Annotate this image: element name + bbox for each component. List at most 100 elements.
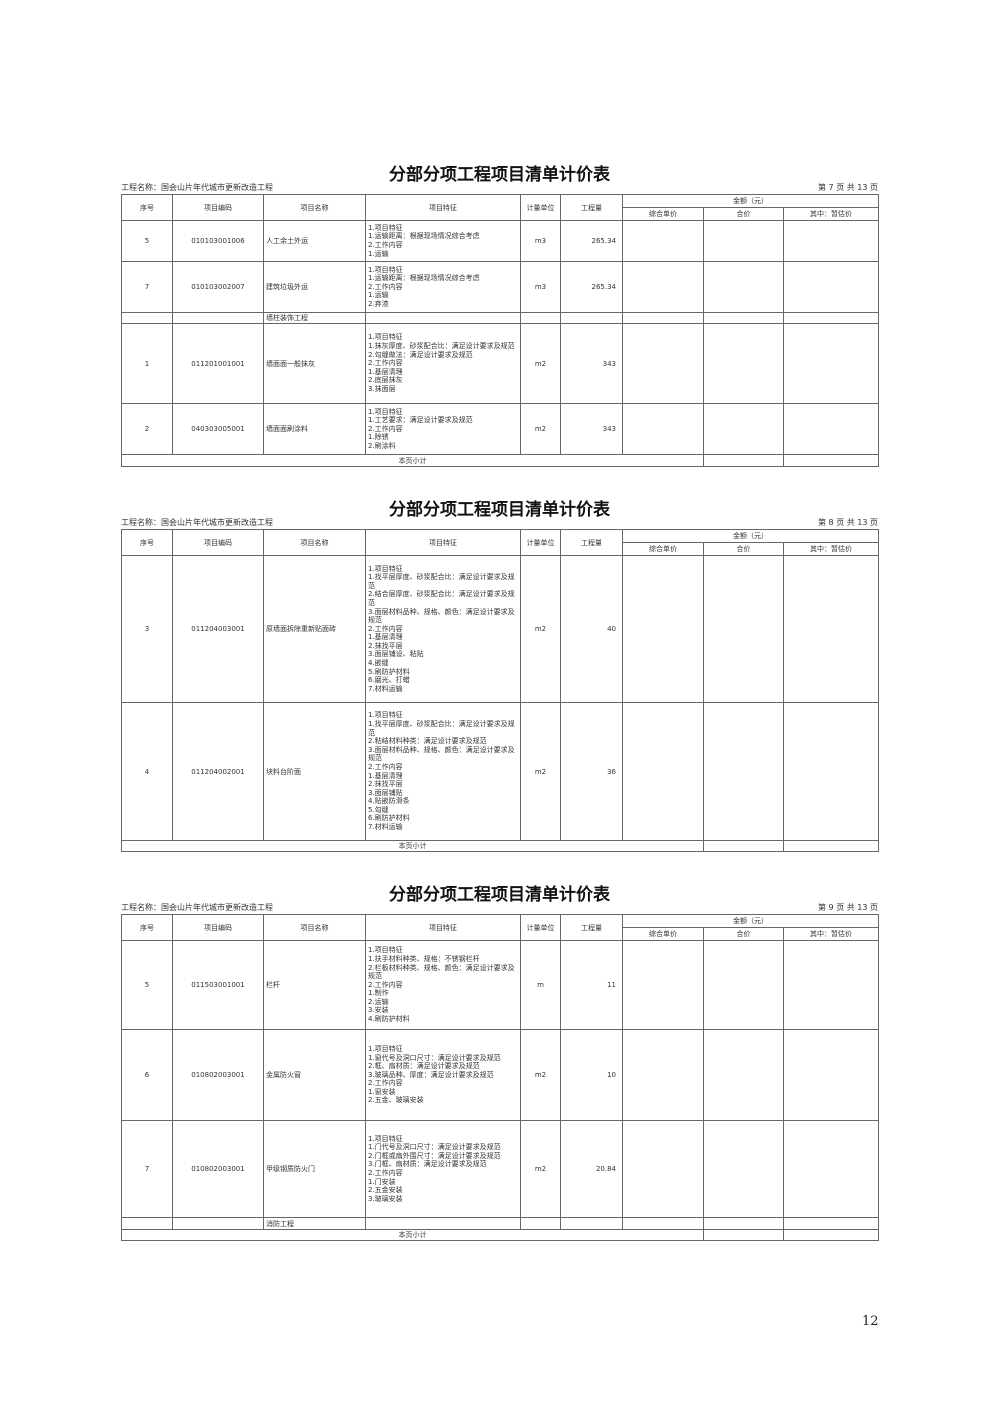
row-code: 011204003001: [172, 555, 264, 703]
table-row: 6 010802003001 金属防火窗 1.项目特征 1.窗代号及洞口尺寸：满足设计…: [121, 1029, 880, 1121]
header-provisional: 其中：暂估价: [782, 207, 880, 221]
row-unit-price: [622, 403, 704, 455]
row-provisional: [782, 323, 880, 404]
row-provisional: [782, 702, 880, 841]
table-row: 7 010802003001 甲级钢质防火门 1.项目特征 1.门代号及洞口尺寸：满足…: [121, 1120, 880, 1218]
row-provisional: [782, 220, 880, 262]
row-qty: 11: [560, 940, 623, 1030]
row-total: [703, 403, 784, 455]
subtotal-label: 本页小计: [121, 840, 704, 852]
section-row: 墙柱装饰工程: [121, 312, 880, 324]
header-provisional: 其中：暂估价: [782, 542, 880, 556]
row-unit: m2: [520, 1029, 561, 1121]
table-row: 1 011201001001 墙面面一般抹灰 1.项目特征 1.抹灰厚度、砂浆配合比：…: [121, 323, 880, 404]
row-seq: 3: [121, 555, 173, 703]
row-unit: m3: [520, 261, 561, 313]
row-total: [703, 323, 784, 404]
row-seq: 5: [121, 220, 173, 262]
header-code: 项目编码: [172, 194, 264, 221]
row-qty: 10: [560, 1029, 623, 1121]
sheet-title: 分部分项工程项目清单计价表: [389, 165, 610, 185]
row-seq: 1: [121, 323, 173, 404]
page-indicator: 第 9 页 共 13 页: [818, 903, 878, 912]
header-unit: 计量单位: [520, 194, 561, 221]
header-unit-price: 综合单价: [622, 927, 704, 941]
header-code: 项目编码: [172, 914, 264, 941]
sheet-3: 分部分项工程项目清单计价表 工程名称：国会山片年代城市更新改造工程 第 9 页 共…: [121, 880, 880, 1241]
table-row: 7 010103002007 建筑垃圾外运 1.项目特征 1.运输距离：根据现场情况综…: [121, 261, 880, 313]
row-name: 墙面面一般抹灰: [263, 323, 366, 404]
row-total: [703, 555, 784, 703]
header-qty: 工程量: [560, 529, 623, 556]
page-number: 12: [862, 1314, 879, 1329]
row-qty: 343: [560, 403, 623, 455]
row-feature: 1.项目特征 1.工艺要求：满足设计要求及规范 2.工作内容 1.除锈 2.刷涂…: [365, 403, 521, 455]
header-feature: 项目特征: [365, 529, 521, 556]
row-total: [703, 261, 784, 313]
header-name: 项目名称: [263, 194, 366, 221]
row-seq: 7: [121, 1120, 173, 1218]
row-feature: 1.项目特征 1.找平层厚度、砂浆配合比：满足设计要求及规范 2.结合层厚度、砂…: [365, 555, 521, 703]
row-name: 原墙面拆除重新贴面砖: [263, 555, 366, 703]
row-seq: 6: [121, 1029, 173, 1121]
row-feature: 1.项目特征 1.抹灰厚度、砂浆配合比：满足设计要求及规范 2.勾缝做法：满足设…: [365, 323, 521, 404]
header-amount: 金额（元）: [621, 194, 880, 208]
header-provisional: 其中：暂估价: [782, 927, 880, 941]
header-total: 合价: [703, 542, 784, 556]
row-code: 040303005001: [172, 403, 264, 455]
boq-table: 序号 项目编码 项目名称 项目特征 计量单位 工程量 金额（元） 综合单价 合价 其中：暂估价 3…: [121, 529, 880, 852]
header-seq: 序号: [121, 529, 173, 556]
sheet-title: 分部分项工程项目清单计价表: [389, 885, 610, 905]
header-seq: 序号: [121, 194, 173, 221]
row-unit-price: [622, 940, 704, 1030]
header-unit-price: 综合单价: [622, 207, 704, 221]
row-qty: 343: [560, 323, 623, 404]
header-feature: 项目特征: [365, 914, 521, 941]
header-code: 项目编码: [172, 529, 264, 556]
row-total: [703, 940, 784, 1030]
row-total: [703, 1120, 784, 1218]
row-code: 011503001001: [172, 940, 264, 1030]
table-row: 4 011204002001 块料台阶面 1.项目特征 1.找平层厚度、砂浆配合比：满…: [121, 702, 880, 841]
row-total: [703, 702, 784, 841]
row-provisional: [782, 261, 880, 313]
row-seq: 5: [121, 940, 173, 1030]
project-name: 工程名称：国会山片年代城市更新改造工程: [121, 183, 273, 192]
sheet-1: 分部分项工程项目清单计价表 工程名称：国会山片年代城市更新改造工程 第 7 页 共…: [121, 160, 880, 467]
row-feature: 1.项目特征 1.运输距离：根据现场情况综合考虑 2.工作内容 1.运输 2.弃…: [365, 261, 521, 313]
header-unit-price: 综合单价: [622, 542, 704, 556]
row-feature: 1.项目特征 1.运输距离：根据现场情况综合考虑 2.工作内容 1.运输: [365, 220, 521, 262]
subtotal-row: 本页小计: [121, 454, 880, 467]
row-unit-price: [622, 220, 704, 262]
row-unit: m2: [520, 323, 561, 404]
section-row: 消防工程: [121, 1217, 880, 1230]
header-total: 合价: [703, 927, 784, 941]
row-total: [703, 1029, 784, 1121]
row-name: 墙面面刷涂料: [263, 403, 366, 455]
header-qty: 工程量: [560, 914, 623, 941]
row-qty: 40: [560, 555, 623, 703]
row-provisional: [782, 1029, 880, 1121]
row-provisional: [782, 403, 880, 455]
row-code: 011204002001: [172, 702, 264, 841]
row-name: 栏杆: [263, 940, 366, 1030]
header-name: 项目名称: [263, 529, 366, 556]
row-feature: 1.项目特征 1.门代号及洞口尺寸：满足设计要求及规范 2.门框或扇外围尺寸：满…: [365, 1120, 521, 1218]
row-unit-price: [622, 323, 704, 404]
row-qty: 20.84: [560, 1120, 623, 1218]
row-unit-price: [622, 1029, 704, 1121]
row-unit: m2: [520, 1120, 561, 1218]
sheet-title: 分部分项工程项目清单计价表: [389, 500, 610, 520]
row-name: 金属防火窗: [263, 1029, 366, 1121]
row-seq: 4: [121, 702, 173, 841]
row-provisional: [782, 1120, 880, 1218]
table-row: 5 011503001001 栏杆 1.项目特征 1.扶手材料种类、规格：不锈钢栏杆 …: [121, 940, 880, 1030]
header-seq: 序号: [121, 914, 173, 941]
subtotal-row: 本页小计: [121, 840, 880, 852]
row-provisional: [782, 940, 880, 1030]
section-name: 消防工程: [263, 1217, 366, 1230]
header-amount: 金额（元）: [621, 914, 880, 928]
row-unit: m2: [520, 555, 561, 703]
row-seq: 2: [121, 403, 173, 455]
row-qty: 36: [560, 702, 623, 841]
